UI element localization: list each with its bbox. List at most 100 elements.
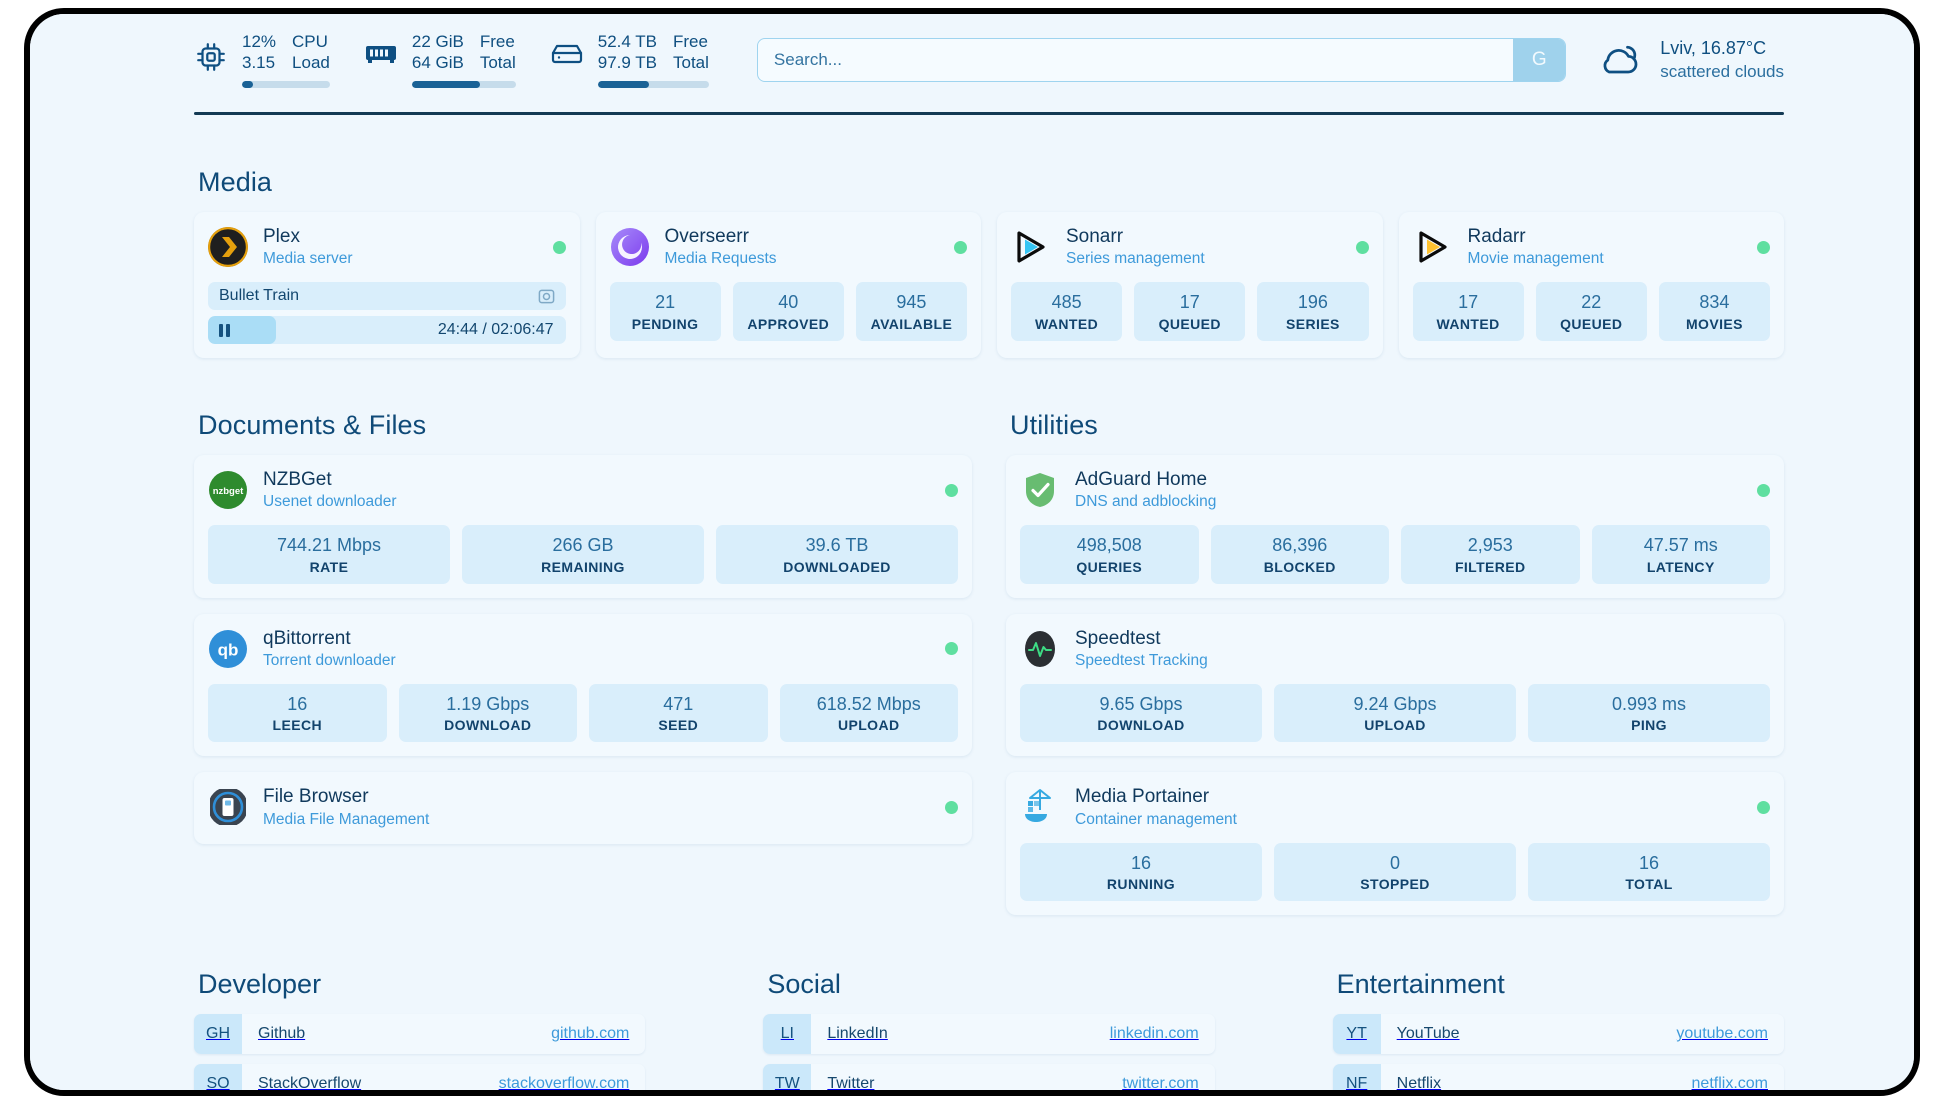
stat-label: SEED <box>658 717 699 734</box>
service-card-qbittorrent[interactable]: qb qBittorrent Torrent downloader 16 LEECH 1.… <box>194 613 972 757</box>
card-title: Media Portainer <box>1075 786 1210 808</box>
stat-queued[interactable]: 22 QUEUED <box>1535 282 1647 341</box>
stat-label: QUEUED <box>1560 315 1623 332</box>
search-input[interactable] <box>757 39 1514 81</box>
stat-seed[interactable]: 471 SEED <box>589 683 768 743</box>
stat-value: 0 <box>1389 852 1400 873</box>
service-card-overseerr[interactable]: Overseerr Media Requests 21 PENDING 40 APPROV… <box>595 212 981 359</box>
bookmark-list: YT YouTube youtube.com NF Netflix netflix.com… <box>1332 1014 1784 1090</box>
stat-wanted[interactable]: 485 WANTED <box>1011 282 1123 341</box>
card-stats: 16 LEECH 1.19 Gbps DOWNLOAD 471 SEED 618.52 Mb… <box>208 683 958 743</box>
stat-approved[interactable]: 40 APPROVED <box>732 282 844 341</box>
status-indicator-online <box>954 240 967 254</box>
card-title: Speedtest <box>1075 627 1161 649</box>
bookmark-name: Netflix <box>1396 1075 1442 1090</box>
stat-label: STOPPED <box>1360 876 1430 893</box>
card-header: Plex Media server <box>208 225 566 269</box>
stat-available[interactable]: 945 AVAILABLE <box>855 282 968 341</box>
stat-label: BLOCKED <box>1263 558 1336 575</box>
stat-label: TOTAL <box>1625 876 1673 893</box>
stat-value: 17 <box>1458 292 1479 313</box>
stat-queries[interactable]: 498,508 QUERIES <box>1020 525 1199 584</box>
service-card-adguard-home[interactable]: AdGuard Home DNS and adblocking 498,508 QUE… <box>1006 455 1784 598</box>
resource-widget-disk: 52.4 TB 97.9 TB Free Total <box>550 32 709 88</box>
card-stats: 17 WANTED 22 QUEUED 834 MOVIES <box>1412 282 1771 341</box>
resource-value-secondary: 3.15 <box>242 53 276 72</box>
card-subtitle: Media Requests <box>664 250 777 268</box>
bookmark-name: Twitter <box>827 1075 875 1090</box>
stat-blocked[interactable]: 86,396 BLOCKED <box>1210 525 1389 584</box>
playback-progress-bar[interactable]: 24:44 / 02:06:47 <box>208 316 566 345</box>
bookmark-item[interactable]: GH Github github.com <box>194 1014 646 1055</box>
pause-icon[interactable] <box>219 323 230 337</box>
stat-series[interactable]: 196 SERIES <box>1257 282 1369 341</box>
bookmark-item[interactable]: SO StackOverflow stackoverflow.com <box>194 1064 646 1090</box>
bookmark-item[interactable]: LI LinkedIn linkedin.com <box>763 1014 1215 1055</box>
cast-icon[interactable] <box>538 288 555 305</box>
card-header: Sonarr Series management <box>1011 225 1369 269</box>
resource-label-primary: Free <box>479 32 515 52</box>
card-title-block: NZBGet Usenet downloader <box>263 468 397 512</box>
stat-upload[interactable]: 9.24 Gbps UPLOAD <box>1274 683 1516 743</box>
stat-downloaded[interactable]: 39.6 TB DOWNLOADED <box>716 525 958 584</box>
stat-ping[interactable]: 0.993 ms PING <box>1528 683 1770 743</box>
bookmark-url: twitter.com <box>1122 1075 1199 1090</box>
search-submit-button[interactable]: G <box>1513 39 1566 81</box>
service-card-speedtest[interactable]: Speedtest Speedtest Tracking 9.65 Gbps DOWN… <box>1006 613 1784 757</box>
resource-label-secondary: Total <box>673 53 709 72</box>
bookmark-item[interactable]: TW Twitter twitter.com <box>763 1064 1215 1090</box>
stat-latency[interactable]: 47.57 ms LATENCY <box>1591 525 1770 584</box>
bookmark-name: YouTube <box>1396 1025 1460 1043</box>
service-card-sonarr[interactable]: Sonarr Series management 485 WANTED 17 QUEUED… <box>997 212 1383 359</box>
card-title: qBittorrent <box>263 627 351 649</box>
service-card-radarr[interactable]: Radarr Movie management 17 WANTED 22 QUEUED 83… <box>1398 212 1784 359</box>
stat-upload[interactable]: 618.52 Mbps UPLOAD <box>779 683 958 743</box>
bookmark-item[interactable]: YT YouTube youtube.com <box>1332 1014 1784 1055</box>
stat-filtered[interactable]: 2,953 FILTERED <box>1401 525 1580 584</box>
card-title-block: Sonarr Series management <box>1066 225 1205 269</box>
bookmark-item[interactable]: NF Netflix netflix.com <box>1332 1064 1784 1090</box>
card-title: AdGuard Home <box>1075 469 1208 491</box>
status-indicator-online <box>1757 800 1770 814</box>
stat-leech[interactable]: 16 LEECH <box>208 683 387 743</box>
service-card-media-portainer[interactable]: Media Portainer Container management 16 RUN… <box>1006 772 1784 916</box>
card-stats: 485 WANTED 17 QUEUED 196 SERIES <box>1011 282 1369 341</box>
nzbget-icon: nzbget <box>208 470 248 510</box>
service-card-file-browser[interactable]: File Browser Media File Management <box>194 772 972 844</box>
stat-total[interactable]: 16 TOTAL <box>1528 842 1770 902</box>
section-title-media: Media <box>198 167 273 197</box>
service-card-plex[interactable]: Plex Media server Bullet Train 24:44 / 02:0… <box>194 212 580 359</box>
stat-label: WANTED <box>1035 315 1099 332</box>
stat-download[interactable]: 9.65 Gbps DOWNLOAD <box>1020 683 1262 743</box>
bookmark-group-title: Social <box>767 969 841 1000</box>
stat-remaining[interactable]: 266 GB REMAINING <box>462 525 704 584</box>
stat-movies[interactable]: 834 MOVIES <box>1658 282 1771 341</box>
stat-value: 744.21 Mbps <box>276 535 382 556</box>
stat-stopped[interactable]: 0 STOPPED <box>1274 842 1516 902</box>
stat-value: 16 <box>1638 852 1660 873</box>
status-indicator-online <box>945 800 958 814</box>
resource-body: 12% 3.15 CPU Load <box>242 32 330 88</box>
stat-rate[interactable]: 744.21 Mbps RATE <box>208 525 450 584</box>
stat-value: 834 <box>1699 292 1730 313</box>
stat-wanted[interactable]: 17 WANTED <box>1412 282 1524 341</box>
search-bar[interactable]: G <box>756 38 1567 82</box>
stat-value: 47.57 ms <box>1643 535 1718 556</box>
stat-running[interactable]: 16 RUNNING <box>1020 842 1262 902</box>
service-card-nzbget[interactable]: nzbget NZBGet Usenet downloader 744.21 Mbps… <box>194 455 972 598</box>
resource-label-secondary: Total <box>479 53 516 72</box>
stat-pending[interactable]: 21 PENDING <box>609 282 721 341</box>
resource-value-secondary: 97.9 TB <box>597 53 657 72</box>
stat-label: DOWNLOADED <box>783 558 891 575</box>
stat-value: 17 <box>1179 292 1200 313</box>
bookmark-url: netflix.com <box>1691 1075 1768 1090</box>
stat-queued[interactable]: 17 QUEUED <box>1134 282 1246 341</box>
card-subtitle: Series management <box>1066 250 1205 268</box>
stat-value: 945 <box>896 292 927 313</box>
stat-download[interactable]: 1.19 Gbps DOWNLOAD <box>398 683 577 743</box>
card-header: Speedtest Speedtest Tracking <box>1020 627 1770 671</box>
resource-labels: Free Total <box>480 32 516 73</box>
resource-labels: Free Total <box>673 32 709 73</box>
card-header: qb qBittorrent Torrent downloader <box>208 627 958 671</box>
card-title: Plex <box>263 226 300 247</box>
